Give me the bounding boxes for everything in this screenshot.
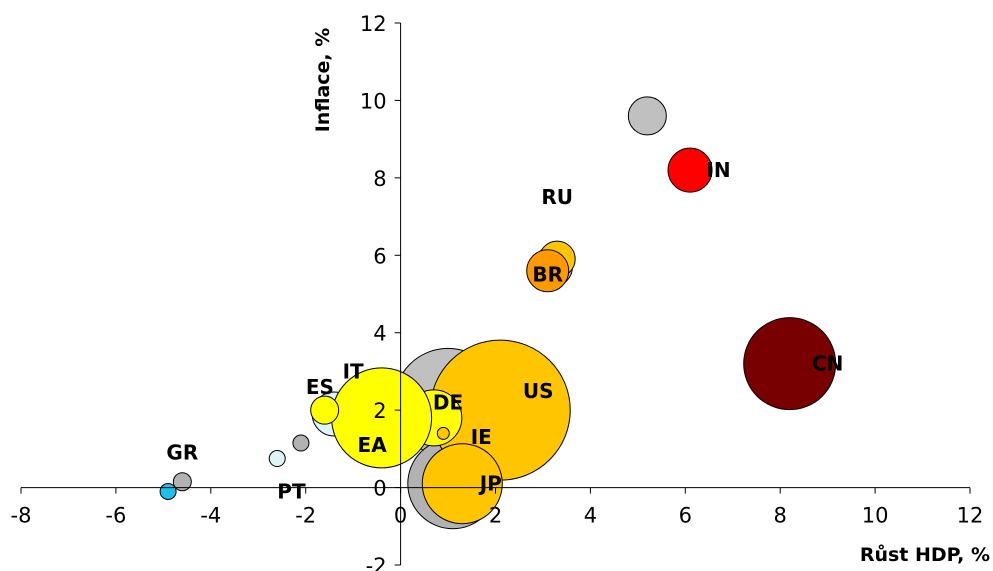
bubble-label-pt: PT <box>277 479 306 503</box>
bubble-label-layer: IN RU BR CN US IT ES DE EA IE JP GR PT <box>166 158 843 503</box>
x-tick-label: 8 <box>774 504 787 528</box>
y-tick-label: 10 <box>360 89 387 113</box>
x-tick-label: -2 <box>295 504 316 528</box>
bubble-label-in: IN <box>706 158 730 182</box>
bubble-label-ie: IE <box>471 425 492 449</box>
bubble-17 <box>436 426 450 440</box>
bubble-label-jp: JP <box>478 472 502 496</box>
bubble-5 <box>172 472 192 492</box>
x-tick-label: 0 <box>394 504 407 528</box>
bubble-label-es: ES <box>306 375 334 399</box>
bubble-11 <box>667 147 713 193</box>
x-tick-label: 10 <box>862 504 889 528</box>
y-axis-title: Inflace, % <box>312 28 334 133</box>
bubble-label-ru: RU <box>541 185 573 209</box>
bubble-label-cn: CN <box>812 352 843 376</box>
y-tick-label: 4 <box>373 322 386 346</box>
x-tick-label: 4 <box>584 504 597 528</box>
bubble-label-us: US <box>523 379 554 403</box>
y-tick-label: 8 <box>373 167 386 191</box>
y-tick-label: 6 <box>373 244 386 268</box>
bubble-2 <box>627 96 667 136</box>
bubble-label-ea: EA <box>358 433 388 457</box>
bubble-7 <box>268 450 286 468</box>
x-tick-label: 6 <box>679 504 692 528</box>
x-tick-label: -4 <box>200 504 221 528</box>
y-tick-label: 12 <box>360 12 387 36</box>
x-tick-label: 12 <box>957 504 984 528</box>
x-tick-label: 2 <box>489 504 502 528</box>
bubble-label-de: DE <box>433 390 463 414</box>
bubble-16 <box>310 395 340 425</box>
x-axis-title: Růst HDP, % <box>860 543 990 566</box>
y-tick-label: 0 <box>373 477 386 501</box>
bubble-layer <box>159 96 837 530</box>
x-tick-label: -8 <box>11 504 32 528</box>
bubble-18 <box>421 443 503 525</box>
y-tick-label: 2 <box>373 399 386 423</box>
bubble-13 <box>526 249 570 293</box>
bubble-10 <box>743 317 837 411</box>
tick-layer: -8 -6 -4 -2 0 2 4 6 8 10 12 -2 0 2 4 6 8 10 12 <box>11 12 984 571</box>
bubble-label-br: BR <box>532 263 563 287</box>
bubble-label-gr: GR <box>166 441 198 465</box>
x-tick-label: -6 <box>105 504 126 528</box>
bubble-8 <box>159 482 177 500</box>
bubble-4 <box>292 434 310 452</box>
y-tick-label: -2 <box>366 554 387 571</box>
bubble-label-it: IT <box>343 359 364 383</box>
